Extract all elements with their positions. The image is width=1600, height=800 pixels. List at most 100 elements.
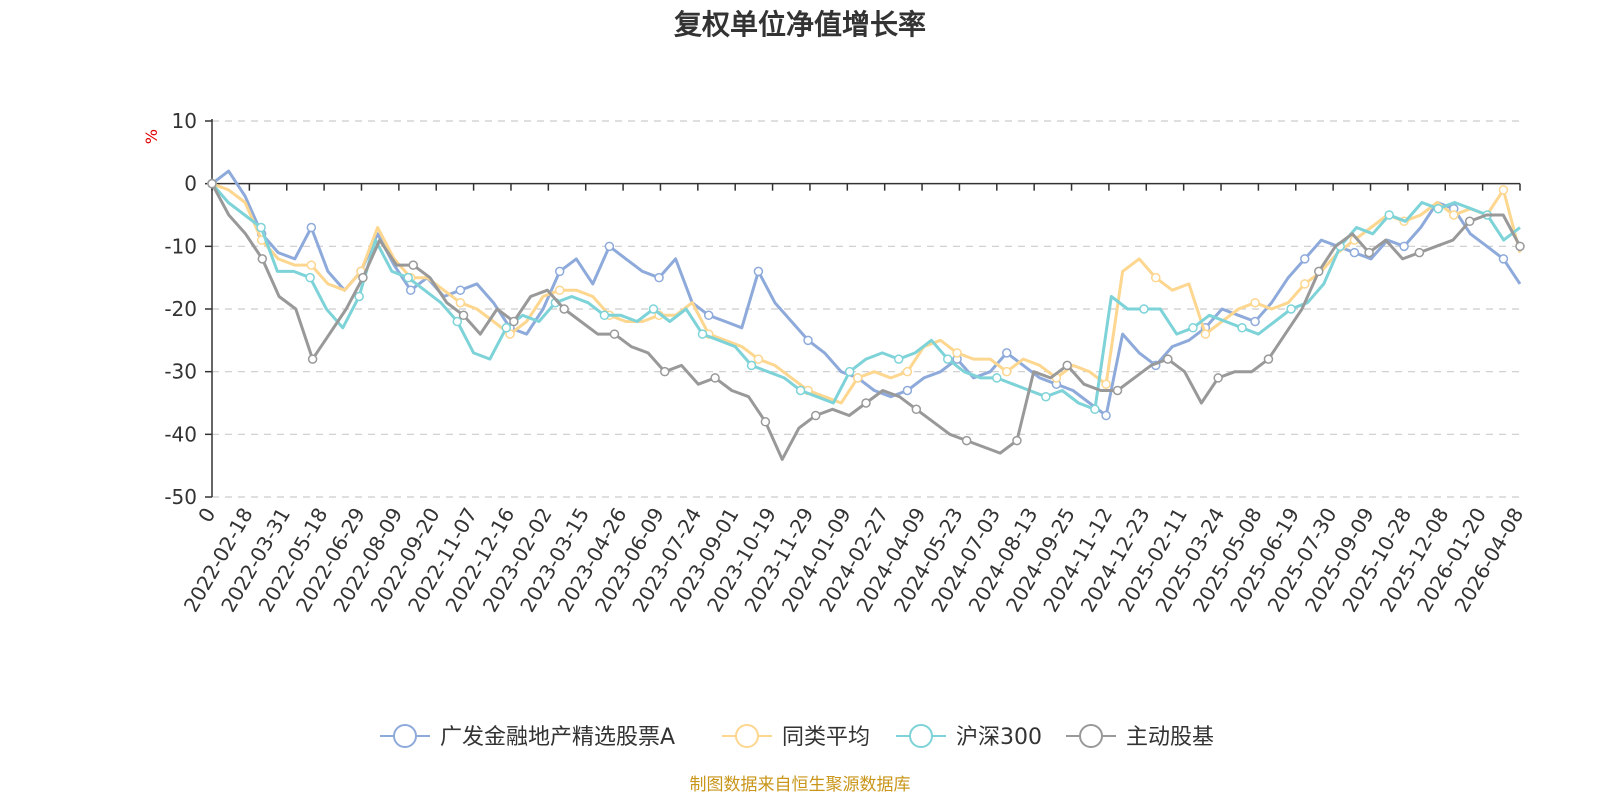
- series-line-3: [210, 182, 1522, 461]
- y-tick-label: -30: [164, 360, 197, 384]
- legend-label: 广发金融地产精选股票A: [440, 725, 675, 750]
- data-point: [1286, 304, 1296, 314]
- data-point: [405, 285, 416, 295]
- data-point: [648, 304, 659, 314]
- data-point: [554, 285, 565, 295]
- data-point: [654, 272, 664, 283]
- data-point: [844, 366, 855, 377]
- data-point: [1300, 254, 1310, 264]
- data-point: [501, 323, 512, 333]
- data-point: [1188, 323, 1198, 333]
- data-point: [710, 373, 720, 383]
- data-point: [943, 354, 953, 364]
- x-tick-label: 0: [193, 504, 220, 527]
- data-point: [354, 291, 364, 302]
- data-point: [1263, 354, 1274, 364]
- legend[interactable]: 广发金融地产精选股票A 同类平均 沪深300 主动股基: [380, 724, 1214, 750]
- y-tick-label: 0: [184, 172, 197, 196]
- data-point: [1384, 210, 1394, 220]
- data-point: [1250, 316, 1260, 327]
- data-point: [697, 329, 708, 339]
- data-point: [1498, 254, 1509, 264]
- data-point: [1200, 329, 1211, 339]
- legend-label: 同类平均: [782, 725, 870, 750]
- data-point: [599, 310, 610, 321]
- data-point: [795, 385, 806, 396]
- legend-marker-icon: [1079, 724, 1103, 748]
- series-lines: [207, 169, 1525, 461]
- data-point: [1163, 354, 1173, 364]
- data-point: [1433, 203, 1443, 214]
- y-axis: 10 0 -10 -20 -30 -40 -50: [164, 109, 213, 509]
- legend-item-3[interactable]: 主动股基: [1066, 724, 1214, 750]
- data-point: [1139, 304, 1149, 314]
- data-point: [458, 310, 469, 321]
- data-point: [609, 329, 620, 339]
- data-point: [403, 272, 413, 283]
- y-tick-label: -20: [164, 297, 197, 321]
- data-point: [1364, 247, 1374, 258]
- data-point: [1041, 391, 1051, 402]
- data-point: [455, 285, 466, 295]
- data-point: [1150, 272, 1161, 283]
- y-tick-label: -50: [164, 485, 197, 509]
- legend-item-1[interactable]: 同类平均: [722, 724, 870, 750]
- data-point: [902, 366, 913, 377]
- data-point: [660, 366, 670, 377]
- data-point: [559, 304, 569, 314]
- data-point: [1314, 266, 1324, 277]
- data-point: [1449, 210, 1459, 220]
- data-point: [760, 417, 771, 427]
- data-point: [1062, 360, 1072, 371]
- legend-marker-icon: [909, 724, 933, 748]
- data-point: [803, 335, 813, 346]
- data-point: [992, 373, 1002, 383]
- data-point: [306, 222, 317, 233]
- gridlines: [212, 120, 1520, 498]
- data-point: [1399, 241, 1409, 252]
- data-point: [753, 354, 764, 364]
- data-point: [305, 272, 315, 283]
- data-point: [746, 360, 757, 371]
- chart-title: 复权单位净值增长率: [674, 8, 926, 41]
- data-point: [753, 266, 764, 277]
- data-point: [1464, 216, 1475, 227]
- data-point: [1090, 404, 1100, 415]
- data-point: [455, 297, 466, 308]
- data-point: [1349, 247, 1360, 258]
- data-point: [852, 373, 863, 383]
- data-point: [902, 385, 913, 396]
- data-point: [306, 260, 317, 270]
- legend-marker-icon: [735, 724, 759, 748]
- data-point: [1213, 373, 1223, 383]
- series-line-2: [210, 182, 1521, 411]
- data-point: [952, 348, 962, 358]
- data-point: [408, 260, 418, 270]
- data-point: [1101, 410, 1111, 421]
- legend-marker-icon: [393, 724, 417, 748]
- data-point: [207, 178, 217, 189]
- data-point: [961, 435, 972, 446]
- legend-item-2[interactable]: 沪深300: [896, 724, 1042, 750]
- data-point: [509, 316, 519, 327]
- y-tick-label: -10: [164, 234, 197, 258]
- data-point: [911, 404, 922, 415]
- data-point: [1001, 366, 1012, 377]
- data-point: [810, 410, 821, 421]
- data-point: [1250, 297, 1260, 308]
- data-point: [1300, 279, 1310, 289]
- y-tick-label: 10: [172, 109, 197, 133]
- data-point: [358, 272, 368, 283]
- data-point: [256, 222, 266, 233]
- legend-label: 沪深300: [956, 725, 1042, 750]
- data-point: [1112, 385, 1123, 396]
- y-tick-label: -40: [164, 422, 197, 446]
- legend-item-0[interactable]: 广发金融地产精选股票A: [380, 724, 675, 750]
- data-point: [604, 241, 615, 252]
- legend-label: 主动股基: [1126, 725, 1214, 750]
- data-point: [1012, 435, 1022, 446]
- data-point: [307, 354, 318, 364]
- data-source: 制图数据来自恒生聚源数据库: [690, 775, 911, 795]
- data-point: [1237, 323, 1247, 333]
